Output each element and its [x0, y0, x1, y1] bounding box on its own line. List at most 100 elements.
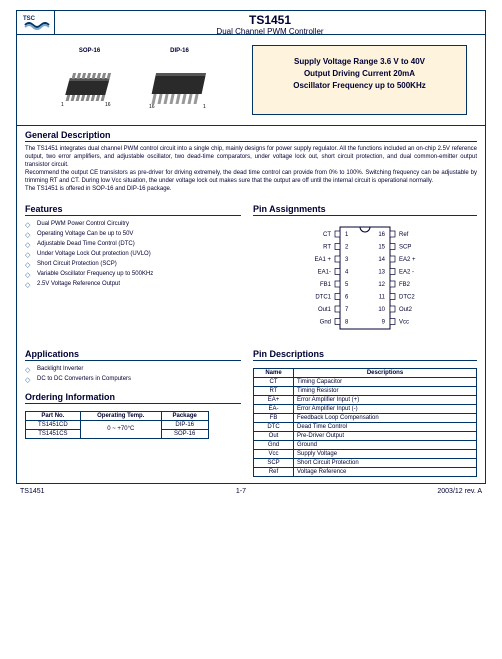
td: 0 ~ +70°C [80, 420, 161, 438]
svg-text:FB1: FB1 [320, 282, 332, 288]
svg-text:Out1: Out1 [318, 307, 332, 313]
sop-package: SOP-16 1 16 [55, 48, 125, 113]
svg-text:1: 1 [61, 102, 64, 108]
td: Ref [254, 467, 294, 476]
th: Name [254, 368, 294, 377]
spec-highlight-box: Supply Voltage Range 3.6 V to 40V Output… [252, 45, 467, 115]
top-row: SOP-16 1 16 DIP-16 [17, 35, 485, 126]
table-row: EA-Error Amplifier Input (-) [254, 404, 477, 413]
svg-text:Vcc: Vcc [399, 319, 409, 325]
table-row: FBFeedback Loop Compensation [254, 413, 477, 422]
svg-text:SCP: SCP [399, 244, 411, 250]
td: Short Circuit Protection [294, 458, 477, 467]
desc-p3: The TS1451 is offered in SOP-16 and DIP-… [25, 185, 477, 193]
dip-package: DIP-16 16 1 [145, 48, 215, 113]
desc-p1: The TS1451 integrates dual channel PWM c… [25, 145, 477, 169]
table-row: Name Descriptions [254, 368, 477, 377]
td: Timing Resistor [294, 386, 477, 395]
ordering-table: Part No. Operating Temp. Package TS1451C… [25, 411, 209, 439]
td: TS1451CS [26, 429, 81, 438]
th: Operating Temp. [80, 411, 161, 420]
td: SOP-16 [161, 429, 208, 438]
td: EA+ [254, 395, 294, 404]
title-cell: TS1451 Dual Channel PWM Controller [55, 11, 485, 35]
logo-text: TSC [23, 16, 36, 22]
list-item: Adjustable Dead Time Control (DTC) [25, 239, 241, 249]
list-item: Backlight Inverter [25, 364, 241, 374]
section-title: Ordering Information [25, 392, 241, 404]
th: Part No. [26, 411, 81, 420]
applications-list: Backlight Inverter DC to DC Converters i… [25, 364, 241, 384]
spec-line-3: Oscillator Frequency up to 500KHz [259, 80, 460, 92]
list-item: Dual PWM Power Control Circuitry [25, 219, 241, 229]
svg-text:EA1-: EA1- [318, 269, 331, 275]
apps-pindesc-row: Applications Backlight Inverter DC to DC… [17, 345, 485, 483]
spec-line-1: Supply Voltage Range 3.6 V to 40V [259, 56, 460, 68]
td: Feedback Loop Compensation [294, 413, 477, 422]
td: Vcc [254, 449, 294, 458]
table-row: VccSupply Voltage [254, 449, 477, 458]
svg-text:DTC1: DTC1 [315, 294, 331, 300]
features-pinassign-row: Features Dual PWM Power Control Circuitr… [17, 200, 485, 345]
dip-chip-icon: 16 1 [145, 56, 215, 111]
sop-label: SOP-16 [55, 48, 125, 54]
footer-left: TS1451 [20, 488, 45, 495]
table-row: EA+Error Amplifier Input (+) [254, 395, 477, 404]
applications-section: Applications Backlight Inverter DC to DC… [25, 349, 241, 384]
table-row: RTTiming Resistor [254, 386, 477, 395]
pin-assignments-section: Pin Assignments 1CT16Ref2RT15SCP3EA1 +14… [247, 200, 485, 345]
svg-text:15: 15 [378, 244, 385, 250]
footer-right: 2003/12 rev. A [437, 488, 482, 495]
footer-center: 1-7 [236, 488, 246, 495]
svg-text:16: 16 [149, 104, 155, 110]
pinout-svg: 1CT16Ref2RT15SCP3EA1 +14EA2 +4EA1-13EA2 … [285, 223, 445, 333]
list-item: Operating Voltage Can be up to 50V [25, 229, 241, 239]
svg-text:1: 1 [203, 104, 206, 110]
table-row: OutPre-Driver Output [254, 431, 477, 440]
td: CT [254, 377, 294, 386]
svg-text:FB2: FB2 [399, 282, 411, 288]
sop-chip-icon: 1 16 [55, 56, 125, 111]
td: DIP-16 [161, 420, 208, 429]
td: Gnd [254, 440, 294, 449]
section-title: Pin Assignments [253, 204, 477, 216]
svg-text:Ref: Ref [399, 232, 409, 238]
td: FB [254, 413, 294, 422]
th: Package [161, 411, 208, 420]
list-item: 2.5V Voltage Reference Output [25, 279, 241, 289]
td: Pre-Driver Output [294, 431, 477, 440]
section-title: Features [25, 204, 241, 216]
td: Timing Capacitor [294, 377, 477, 386]
list-item: Under Voltage Lock Out protection (UVLO) [25, 249, 241, 259]
td: Out [254, 431, 294, 440]
dip-label: DIP-16 [145, 48, 215, 54]
table-row: TS1451CD 0 ~ +70°C DIP-16 [26, 420, 209, 429]
table-row: CTTiming Capacitor [254, 377, 477, 386]
svg-text:10: 10 [378, 307, 385, 313]
desc-p2: Recommend the output CE transistors as p… [25, 169, 477, 185]
list-item: DC to DC Converters in Computers [25, 374, 241, 384]
td: RT [254, 386, 294, 395]
list-item: Variable Oscillator Frequency up to 500K… [25, 269, 241, 279]
datasheet-page: TSC TS1451 Dual Channel PWM Controller S… [16, 10, 486, 484]
svg-text:EA2 -: EA2 - [399, 269, 414, 275]
svg-text:12: 12 [378, 282, 385, 288]
general-description: General Description The TS1451 integrate… [17, 126, 485, 200]
td: TS1451CD [26, 420, 81, 429]
pinout-diagram: 1CT16Ref2RT15SCP3EA1 +14EA2 +4EA1-13EA2 … [253, 219, 477, 339]
table-row: GndGround [254, 440, 477, 449]
svg-text:13: 13 [378, 269, 385, 275]
table-row: SCPShort Circuit Protection [254, 458, 477, 467]
page-footer: TS1451 1-7 2003/12 rev. A [16, 488, 486, 495]
td: Error Amplifier Input (-) [294, 404, 477, 413]
svg-text:EA2 +: EA2 + [399, 257, 416, 263]
td: Error Amplifier Input (+) [294, 395, 477, 404]
header-bar: TSC TS1451 Dual Channel PWM Controller [17, 11, 485, 35]
package-images: SOP-16 1 16 DIP-16 [17, 35, 252, 125]
td: Supply Voltage [294, 449, 477, 458]
section-title: Applications [25, 349, 241, 361]
features-section: Features Dual PWM Power Control Circuitr… [17, 200, 247, 345]
pindesc-table: Name Descriptions CTTiming CapacitorRTTi… [253, 368, 477, 477]
td: EA- [254, 404, 294, 413]
part-number: TS1451 [55, 13, 485, 27]
